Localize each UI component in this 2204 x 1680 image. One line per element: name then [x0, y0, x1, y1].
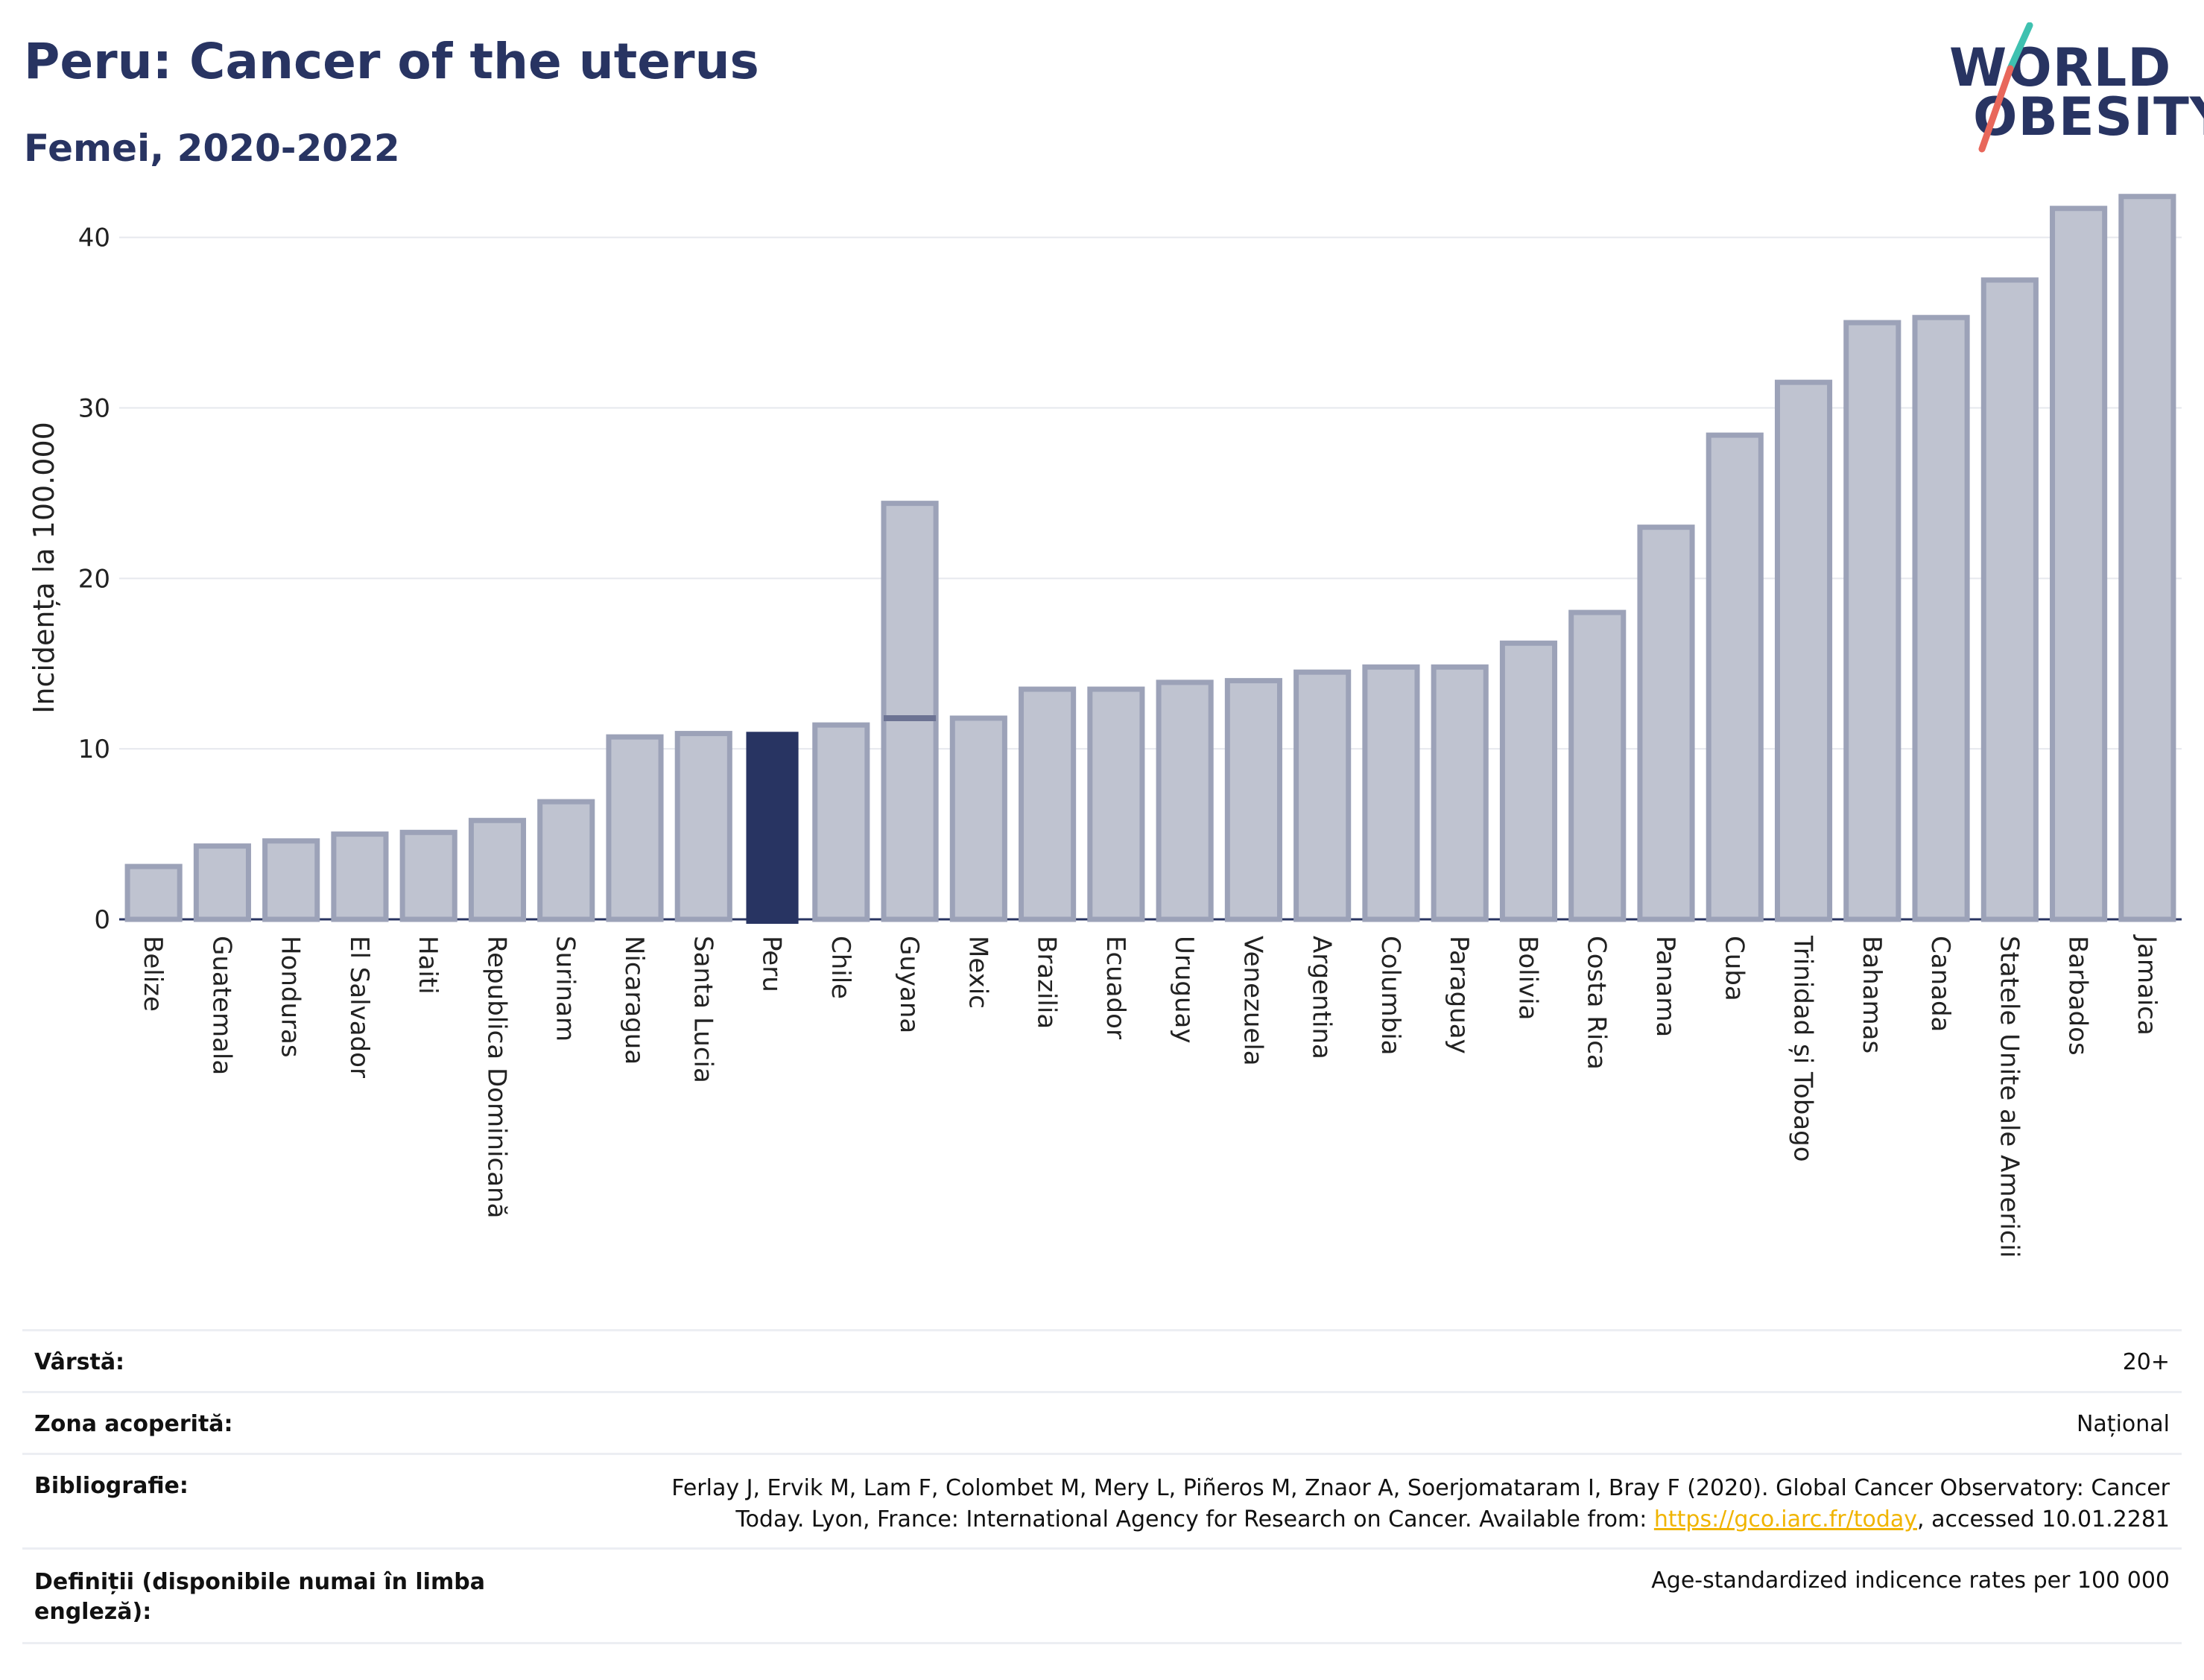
bar-surinam — [537, 799, 595, 922]
meta-row-coverage: Zona acoperită: Național — [22, 1391, 2182, 1453]
x-tick-label: Surinam — [551, 936, 580, 1042]
y-tick-label: 30 — [78, 393, 110, 423]
x-tick-label: Mexic — [963, 936, 992, 1009]
x-tick-label: Santa Lucia — [688, 936, 718, 1083]
metadata-table: Vârstă: 20+ Zona acoperită: Național Bib… — [22, 1329, 2182, 1644]
y-tick-label: 40 — [78, 224, 110, 253]
bar-mexic — [949, 715, 1007, 922]
bar-honduras — [262, 838, 320, 922]
bar-guyana — [881, 501, 939, 922]
x-tick-label: Venezuela — [1238, 936, 1267, 1066]
bibliography-line1: Ferlay J, Ervik M, Lam F, Colombet M, Me… — [671, 1475, 2170, 1501]
meta-row-bibliography: Bibliografie: Ferlay J, Ervik M, Lam F, … — [22, 1453, 2182, 1547]
bar-jamaica — [2118, 194, 2176, 922]
bar-brazilia — [1019, 686, 1077, 922]
bar-belize — [124, 863, 183, 922]
bibliography-line2-post: , accessed 10.01.2281 — [1917, 1506, 2170, 1532]
x-tick-label: El Salvador — [344, 936, 374, 1078]
meta-value-age: 20+ — [2122, 1349, 2170, 1375]
x-tick-label: Trinidad și Tobago — [1788, 935, 1818, 1162]
bar-ecuador — [1087, 686, 1145, 922]
x-tick-label: Statele Unite ale Americii — [1994, 936, 2024, 1258]
x-tick-label: Bahamas — [1857, 936, 1887, 1053]
meta-value-bibliography: Ferlay J, Ervik M, Lam F, Colombet M, Me… — [671, 1473, 2170, 1535]
bar-panama — [1637, 524, 1695, 922]
bar-trinidad-i-tobago — [1774, 379, 1833, 922]
meta-label-definitions: Definiții (disponibile numai în limba en… — [34, 1568, 485, 1627]
x-tick-label: Peru — [757, 936, 787, 992]
bibliography-line2-pre: Today. Lyon, France: International Agenc… — [735, 1506, 1654, 1532]
y-tick-label: 20 — [78, 564, 110, 594]
bar-chile — [812, 722, 870, 922]
bar-argentina — [1293, 669, 1352, 922]
meta-value-coverage: Național — [2076, 1411, 2170, 1437]
bar-columbia — [1362, 664, 1420, 922]
bar-chart: 0 10 20 30 40 Belize Guatemala Honduras El Salv… — [28, 194, 2182, 1258]
bar-venezuela — [1224, 678, 1282, 922]
x-tick-label: Jamaica — [2132, 934, 2162, 1036]
x-tick-label: Barbados — [2063, 936, 2093, 1056]
bar-bolivia — [1499, 640, 1558, 922]
bar-nicaragua — [606, 734, 664, 922]
meta-label-age: Vârstă: — [34, 1349, 125, 1375]
x-tick-label: Guyana — [894, 936, 924, 1033]
bar-uruguay — [1156, 679, 1214, 922]
x-tick-label: Ecuador — [1101, 936, 1130, 1039]
x-tick-label: Haiti — [413, 936, 443, 995]
y-axis-label: Incidența la 100.000 — [28, 422, 60, 714]
page-title: Peru: Cancer of the uterus — [24, 33, 759, 90]
bar-peru — [746, 732, 799, 924]
y-tick-label: 0 — [94, 905, 110, 935]
logo-slash-icon — [1978, 22, 2033, 153]
bar-cuba — [1706, 432, 1764, 922]
bar-costa-rica — [1568, 609, 1627, 922]
bars — [124, 194, 2176, 924]
x-tick-label: Republica Dominicană — [481, 936, 511, 1218]
x-tick-label: Bolivia — [1513, 936, 1542, 1020]
world-obesity-logo: WORLD OBESITY — [1937, 22, 2204, 156]
x-tick-label: Uruguay — [1169, 936, 1199, 1044]
x-tick-label: Brazilia — [1032, 936, 1062, 1029]
bar-paraguay — [1431, 664, 1489, 922]
bar-santa-lucia — [674, 731, 732, 922]
bar-barbados — [2050, 206, 2108, 922]
bar-haiti — [399, 829, 457, 922]
bar-el-salvador — [331, 831, 389, 922]
x-tick-label: Paraguay — [1444, 936, 1474, 1054]
bibliography-link[interactable]: https://gco.iarc.fr/today — [1653, 1506, 1918, 1532]
page-subtitle: Femei, 2020-2022 — [24, 127, 400, 170]
bar-bahamas — [1843, 320, 1901, 922]
bar-statele-unite-ale-americii — [1980, 277, 2039, 922]
meta-value-definitions: Age-standardized indicence rates per 100… — [1651, 1568, 2170, 1594]
logo-line1: WORLD — [1949, 37, 2172, 98]
bar-guatemala — [193, 843, 251, 922]
definitions-label-line1: Definiții (disponibile numai în limba — [34, 1569, 485, 1595]
meta-label-bibliography: Bibliografie: — [34, 1473, 189, 1499]
x-tick-label: Panama — [1650, 936, 1680, 1037]
x-axis-ticks: Belize Guatemala Honduras El Salvador Haiti R… — [138, 934, 2162, 1258]
meta-row-age: Vârstă: 20+ — [22, 1329, 2182, 1391]
definitions-label-line2: engleză): — [34, 1599, 152, 1625]
bar-canada — [1912, 314, 1970, 922]
x-tick-label: Nicaragua — [619, 936, 649, 1065]
x-tick-label: Guatemala — [206, 936, 236, 1075]
x-tick-label: Honduras — [276, 936, 305, 1058]
x-tick-label: Costa Rica — [1582, 936, 1612, 1070]
x-tick-label: Columbia — [1375, 936, 1405, 1056]
meta-row-definitions: Definiții (disponibile numai în limba en… — [22, 1547, 2182, 1644]
x-tick-label: Cuba — [1719, 936, 1749, 1001]
bar-republica-dominican- — [468, 817, 527, 922]
x-tick-label: Canada — [1925, 936, 1955, 1032]
logo-line2: OBESITY — [1973, 86, 2204, 148]
meta-label-coverage: Zona acoperită: — [34, 1411, 233, 1437]
x-tick-label: Chile — [826, 936, 855, 999]
x-tick-label: Belize — [138, 936, 168, 1012]
y-axis-ticks: 0 10 20 30 40 — [78, 224, 110, 935]
grid-lines — [119, 236, 2182, 921]
y-tick-label: 10 — [78, 735, 110, 764]
x-tick-label: Argentina — [1307, 936, 1337, 1059]
